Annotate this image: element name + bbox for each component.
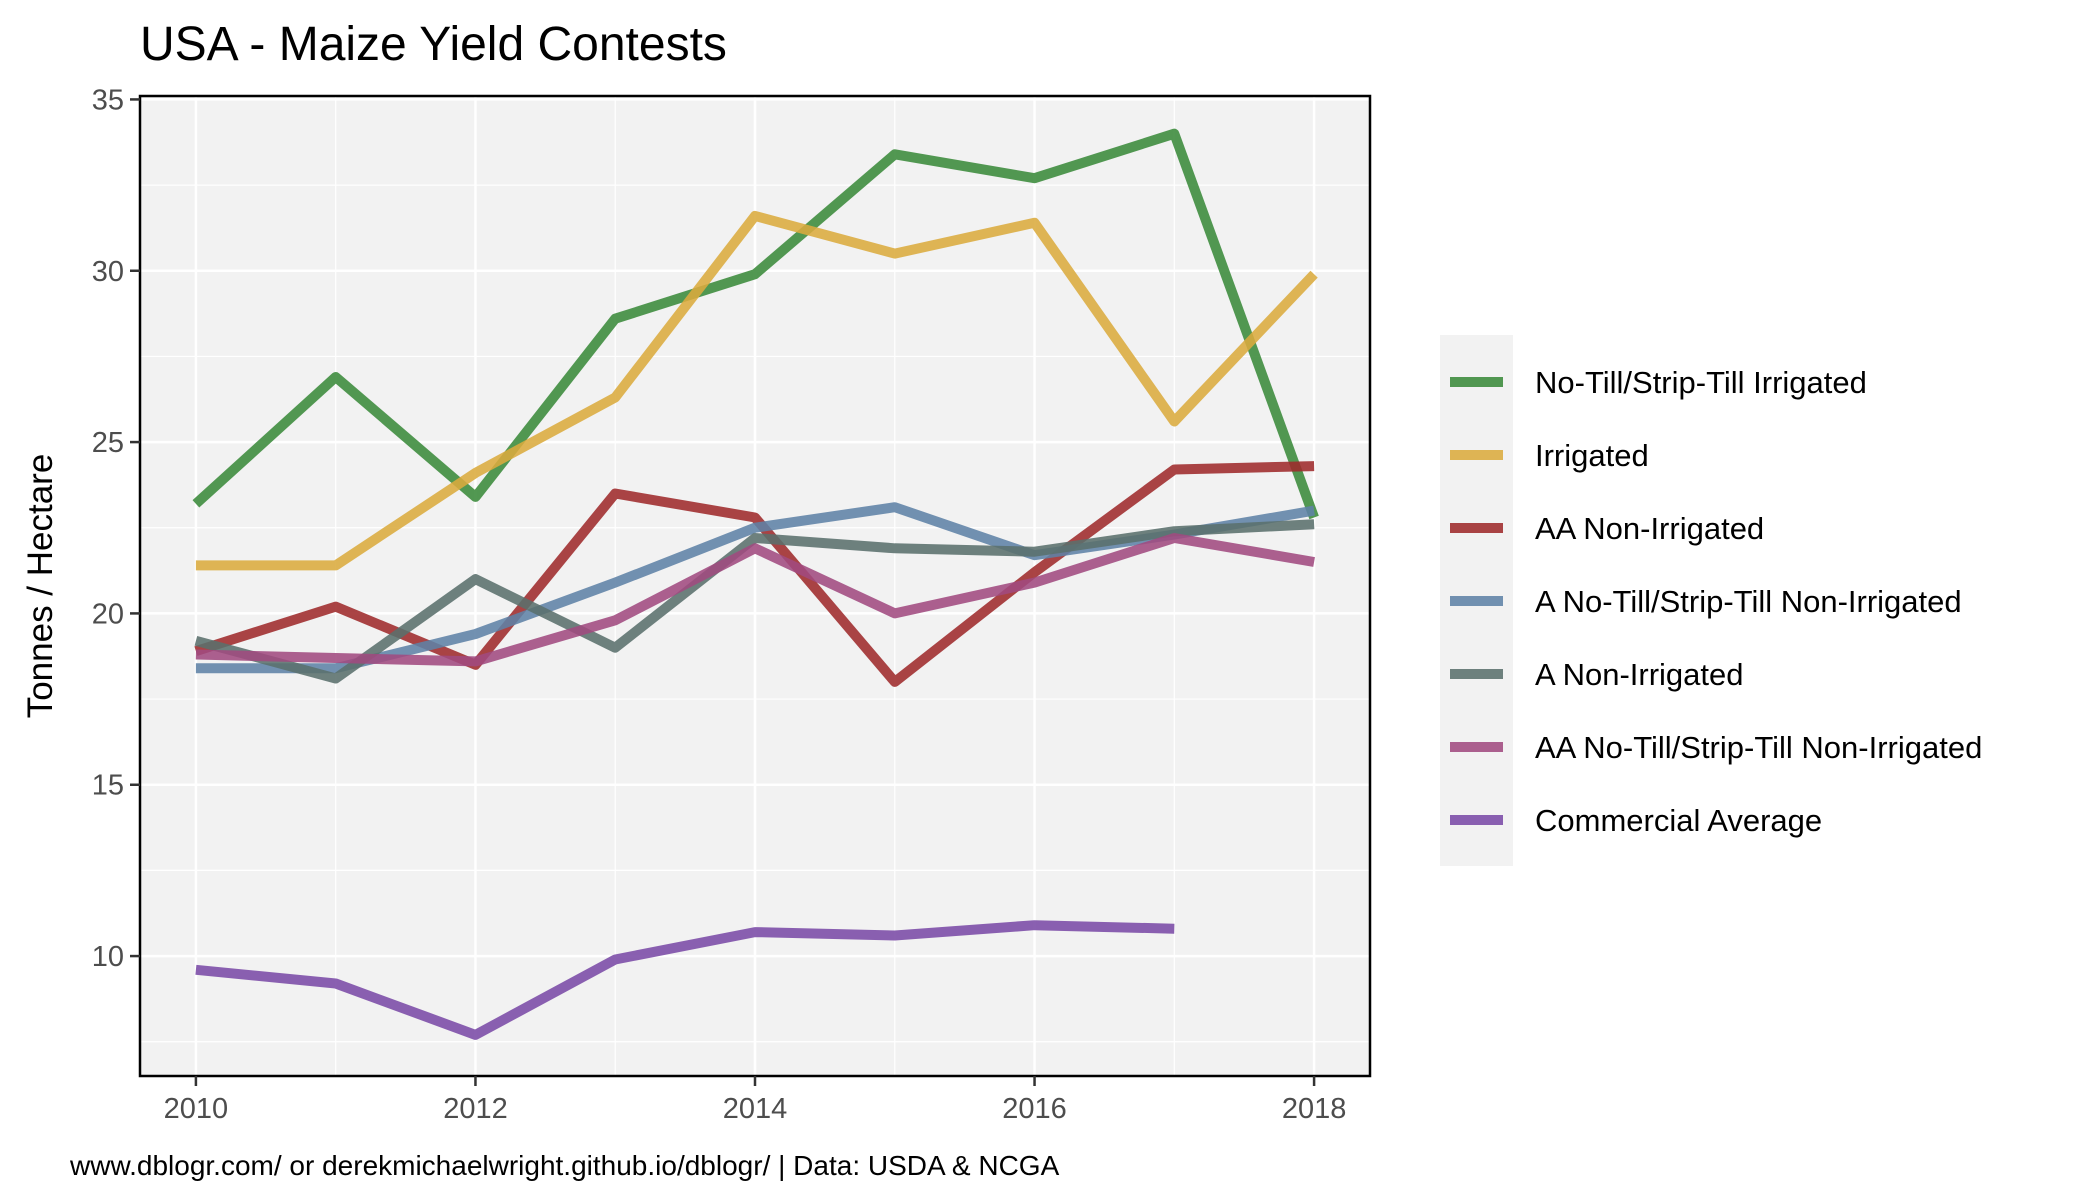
y-tick-label: 10 xyxy=(92,941,124,973)
x-tick-label: 2018 xyxy=(1282,1093,1347,1125)
legend-label: Commercial Average xyxy=(1535,803,1822,838)
y-tick-label: 30 xyxy=(92,256,124,288)
legend-label: No-Till/Strip-Till Irrigated xyxy=(1535,365,1867,400)
series-line-no-till-strip-till-irrigated xyxy=(192,128,1319,520)
series-line-irrigated xyxy=(195,210,1318,571)
series-line-aa-no-till-strip-till-non-irrigated xyxy=(195,533,1315,667)
legend-label: A No-Till/Strip-Till Non-Irrigated xyxy=(1535,584,1962,619)
legend-label: Irrigated xyxy=(1535,438,1649,473)
x-tick-label: 2010 xyxy=(164,1093,229,1125)
x-tick-label: 2012 xyxy=(443,1093,508,1125)
legend-label: AA No-Till/Strip-Till Non-Irrigated xyxy=(1535,730,1982,765)
legend-label: A Non-Irrigated xyxy=(1535,657,1744,692)
series-line-a-non-irrigated xyxy=(194,519,1315,684)
series-line-aa-non-irrigated xyxy=(194,461,1315,687)
x-tick-label: 2016 xyxy=(1002,1093,1067,1125)
y-tick-label: 15 xyxy=(92,770,124,802)
y-axis-label: Tonnes / Hectare xyxy=(21,454,60,719)
chart-caption: www.dblogr.com/ or derekmichaelwright.gi… xyxy=(69,1150,1060,1181)
x-tick-label: 2014 xyxy=(723,1093,788,1125)
series-line-commercial-average xyxy=(195,920,1175,1040)
y-tick-label: 35 xyxy=(92,84,124,116)
axes: 10 15 20 25 30 35 2010 2012 2014 2016 2018 xyxy=(92,84,1347,1125)
legend: No-Till/Strip-Till Irrigated Irrigated AA … xyxy=(1440,335,1982,866)
y-tick-label: 25 xyxy=(92,427,124,459)
series-lines xyxy=(192,128,1319,1040)
chart-title: USA - Maize Yield Contests xyxy=(140,18,727,71)
legend-label: AA Non-Irrigated xyxy=(1535,511,1764,546)
y-tick-label: 20 xyxy=(92,598,124,630)
